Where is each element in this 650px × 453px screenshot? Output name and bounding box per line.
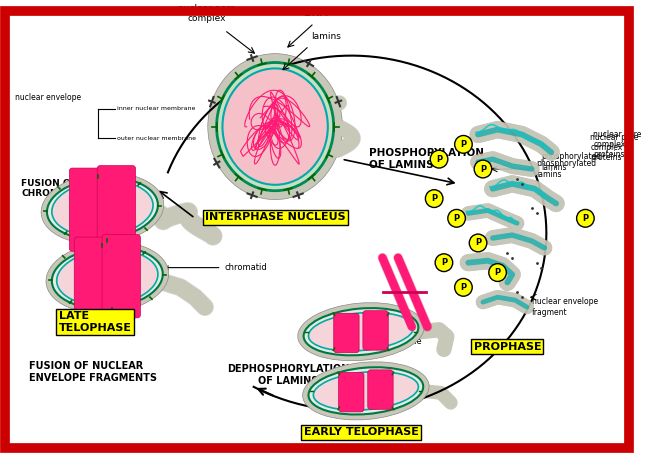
Text: PHOSPHORYLATION
OF LAMINS: PHOSPHORYLATION OF LAMINS — [369, 148, 484, 170]
Text: P: P — [431, 194, 437, 203]
Circle shape — [425, 190, 443, 207]
Text: nuclear envelope
fragment: nuclear envelope fragment — [532, 297, 598, 317]
Text: P: P — [475, 238, 481, 247]
Text: DNA: DNA — [304, 8, 328, 18]
Ellipse shape — [41, 173, 164, 244]
Circle shape — [454, 135, 472, 153]
Text: lamins: lamins — [311, 32, 341, 41]
Ellipse shape — [309, 313, 413, 351]
Ellipse shape — [57, 250, 158, 305]
Text: phosphorylated
lamins: phosphorylated lamins — [541, 152, 602, 172]
Ellipse shape — [52, 181, 153, 236]
Ellipse shape — [298, 303, 424, 361]
Text: INTERPHASE NUCLEUS: INTERPHASE NUCLEUS — [205, 212, 345, 222]
Text: P: P — [436, 154, 442, 164]
Text: P: P — [480, 164, 486, 173]
Circle shape — [454, 279, 472, 296]
Text: nuclear envelope: nuclear envelope — [15, 92, 81, 101]
FancyBboxPatch shape — [102, 235, 140, 318]
Ellipse shape — [47, 178, 158, 239]
Text: P: P — [454, 214, 460, 223]
FancyBboxPatch shape — [363, 311, 388, 350]
FancyBboxPatch shape — [70, 168, 108, 251]
Text: inner nuclear membrane: inner nuclear membrane — [117, 106, 196, 111]
FancyBboxPatch shape — [368, 370, 393, 410]
Text: FUSION OF NUCLEAR
ENVELOPE FRAGMENTS: FUSION OF NUCLEAR ENVELOPE FRAGMENTS — [29, 361, 157, 383]
Ellipse shape — [304, 308, 419, 355]
Text: DEPHOSPHORYLATION
OF LAMINS: DEPHOSPHORYLATION OF LAMINS — [227, 364, 349, 386]
Text: chromosome: chromosome — [368, 337, 422, 346]
Circle shape — [430, 150, 448, 168]
Text: P: P — [495, 268, 501, 277]
Text: FUSION OF ENVELOPED
CHROMOSOMES: FUSION OF ENVELOPED CHROMOSOMES — [21, 179, 140, 198]
Text: outer nuclear membrane: outer nuclear membrane — [117, 136, 196, 141]
FancyBboxPatch shape — [74, 237, 112, 320]
Circle shape — [474, 160, 492, 178]
Text: P: P — [460, 283, 467, 292]
Circle shape — [577, 209, 594, 227]
Text: EARLY TELOPHASE: EARLY TELOPHASE — [304, 427, 419, 437]
Ellipse shape — [303, 362, 429, 420]
Ellipse shape — [313, 371, 419, 410]
Text: P: P — [441, 258, 447, 267]
Ellipse shape — [309, 367, 423, 414]
FancyBboxPatch shape — [339, 372, 364, 412]
Ellipse shape — [222, 68, 328, 185]
Circle shape — [489, 264, 506, 281]
Text: nuclear pore
complex
proteins: nuclear pore complex proteins — [590, 133, 639, 162]
Text: chromatid: chromatid — [165, 263, 267, 272]
Circle shape — [448, 209, 465, 227]
Text: phosphorylated
lamins: phosphorylated lamins — [537, 159, 597, 179]
Text: PROPHASE: PROPHASE — [474, 342, 541, 352]
Text: P: P — [582, 214, 588, 223]
Text: LATE
TELOPHASE: LATE TELOPHASE — [58, 311, 131, 333]
FancyBboxPatch shape — [333, 313, 359, 353]
Ellipse shape — [52, 246, 162, 308]
Ellipse shape — [216, 63, 333, 191]
Ellipse shape — [208, 53, 343, 200]
FancyBboxPatch shape — [98, 166, 135, 249]
Text: nuclear pore
complex: nuclear pore complex — [178, 4, 235, 23]
Circle shape — [469, 234, 487, 252]
Ellipse shape — [46, 242, 168, 313]
Circle shape — [435, 254, 452, 271]
Text: P: P — [460, 140, 467, 149]
Text: nuclear pore
complex
proteins: nuclear pore complex proteins — [593, 130, 642, 159]
